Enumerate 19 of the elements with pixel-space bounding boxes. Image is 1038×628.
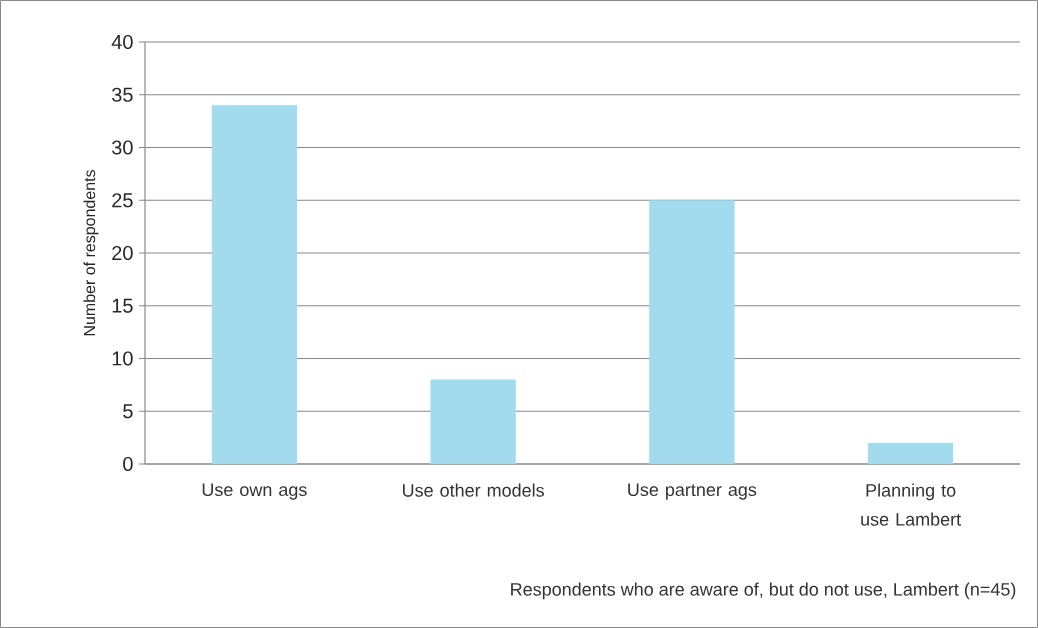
bar — [649, 200, 735, 464]
bar — [211, 105, 298, 464]
y-tick-label: 20 — [112, 245, 133, 261]
y-tick-label: 10 — [112, 351, 133, 366]
y-tick-label: 0 — [123, 456, 133, 472]
x-axis-title: Respondents who are aware of, but do not use, Lambert (n=45) — [511, 582, 1016, 600]
x-tick-label: Planning to use Lambert — [861, 483, 962, 526]
bar — [430, 379, 516, 464]
y-tick-label: 5 — [123, 404, 133, 419]
bar — [867, 442, 954, 464]
x-tick-label: Use other models — [403, 483, 544, 497]
y-tick-label: 35 — [112, 87, 133, 102]
y-axis-title: Number of respondents — [83, 170, 99, 336]
y-tick-label: 40 — [111, 34, 133, 50]
x-tick-label: Use own ags — [202, 483, 307, 500]
y-tick-label: 30 — [112, 140, 133, 155]
y-tick-label: 25 — [112, 193, 133, 208]
x-tick-label: Use partner ags — [628, 483, 757, 500]
y-tick-label: 15 — [112, 298, 133, 313]
